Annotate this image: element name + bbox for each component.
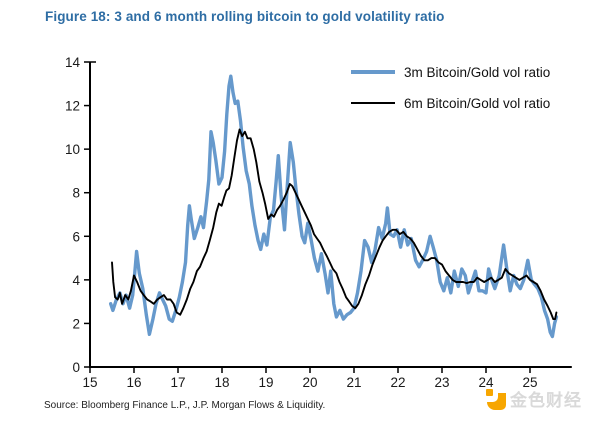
x-tick-label: 16 <box>126 375 141 390</box>
source-text: Source: Bloomberg Finance L.P., J.P. Mor… <box>44 400 326 411</box>
watermark: 金色财经 <box>485 386 582 411</box>
x-tick-label: 25 <box>522 375 537 390</box>
series-line-3m <box>108 74 559 339</box>
y-tick-label: 10 <box>65 142 80 157</box>
x-tick-label: 15 <box>82 375 97 390</box>
x-tick-label: 20 <box>302 375 317 390</box>
y-tick-label: 8 <box>72 186 80 201</box>
legend-label-3m: 3m Bitcoin/Gold vol ratio <box>404 64 551 80</box>
x-tick-label: 23 <box>434 375 449 390</box>
legend-label-6m: 6m Bitcoin/Gold vol ratio <box>404 95 551 111</box>
x-tick-label: 18 <box>214 375 229 390</box>
y-tick-label: 12 <box>65 99 80 114</box>
x-tick-label: 17 <box>170 375 185 390</box>
watermark-text: 金色财经 <box>510 391 582 410</box>
chart-legend: 3m Bitcoin/Gold vol ratio 6m Bitcoin/Gol… <box>351 63 550 112</box>
y-tick-label: 4 <box>72 273 80 288</box>
figure-title: Figure 18: 3 and 6 month rolling bitcoin… <box>45 9 445 24</box>
legend-item-3m: 3m Bitcoin/Gold vol ratio <box>351 63 550 81</box>
legend-line-swatch-6m <box>351 102 395 104</box>
y-tick-label: 6 <box>72 229 80 244</box>
x-tick-label: 24 <box>478 375 494 390</box>
series-line-6m <box>111 128 558 321</box>
legend-item-6m: 6m Bitcoin/Gold vol ratio <box>351 94 550 112</box>
legend-line-swatch-3m <box>351 70 395 74</box>
y-tick-label: 0 <box>72 360 80 375</box>
y-tick-label: 14 <box>65 55 81 70</box>
x-tick-label: 22 <box>390 375 405 390</box>
x-tick-label: 19 <box>258 375 273 390</box>
jinse-finance-logo-icon <box>486 388 506 410</box>
y-tick-label: 2 <box>72 316 80 331</box>
x-tick-label: 21 <box>346 375 361 390</box>
